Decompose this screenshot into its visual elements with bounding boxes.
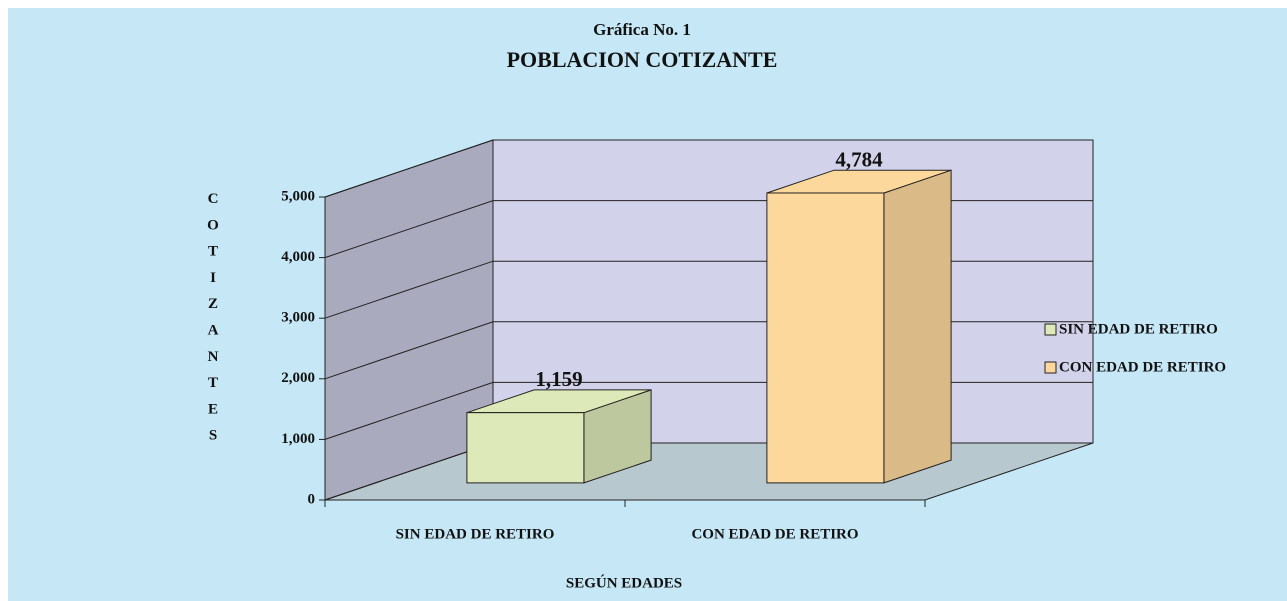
legend-label: SIN EDAD DE RETIRO	[1059, 321, 1218, 337]
bar-side	[883, 169, 952, 484]
chart-subtitle: POBLACION COTIZANTE	[507, 47, 778, 72]
x-tick-label: SIN EDAD DE RETIRO	[396, 526, 555, 542]
x-axis-title: SEGÚN EDADES	[566, 574, 682, 591]
value-label: 4,784	[835, 147, 883, 171]
grid-line	[324, 139, 1093, 198]
y-tick-label: 3,000	[281, 310, 315, 326]
y-tick-label: 1,000	[281, 431, 315, 447]
bar-front	[466, 412, 585, 484]
chart-title: Gráfica No. 1	[593, 20, 691, 39]
legend-label: CON EDAD DE RETIRO	[1059, 359, 1226, 375]
legend-swatch	[1044, 361, 1057, 374]
y-tick-label: 5,000	[281, 188, 315, 204]
x-tick-label: CON EDAD DE RETIRO	[691, 526, 858, 542]
bar-front	[766, 192, 885, 484]
value-label: 1,159	[535, 367, 582, 391]
legend-swatch	[1044, 323, 1057, 336]
y-tick-label: 2,000	[281, 370, 315, 386]
y-tick-label: 4,000	[281, 249, 315, 265]
bar	[766, 169, 952, 484]
y-tick-label: 0	[308, 491, 316, 507]
bar	[466, 389, 652, 484]
